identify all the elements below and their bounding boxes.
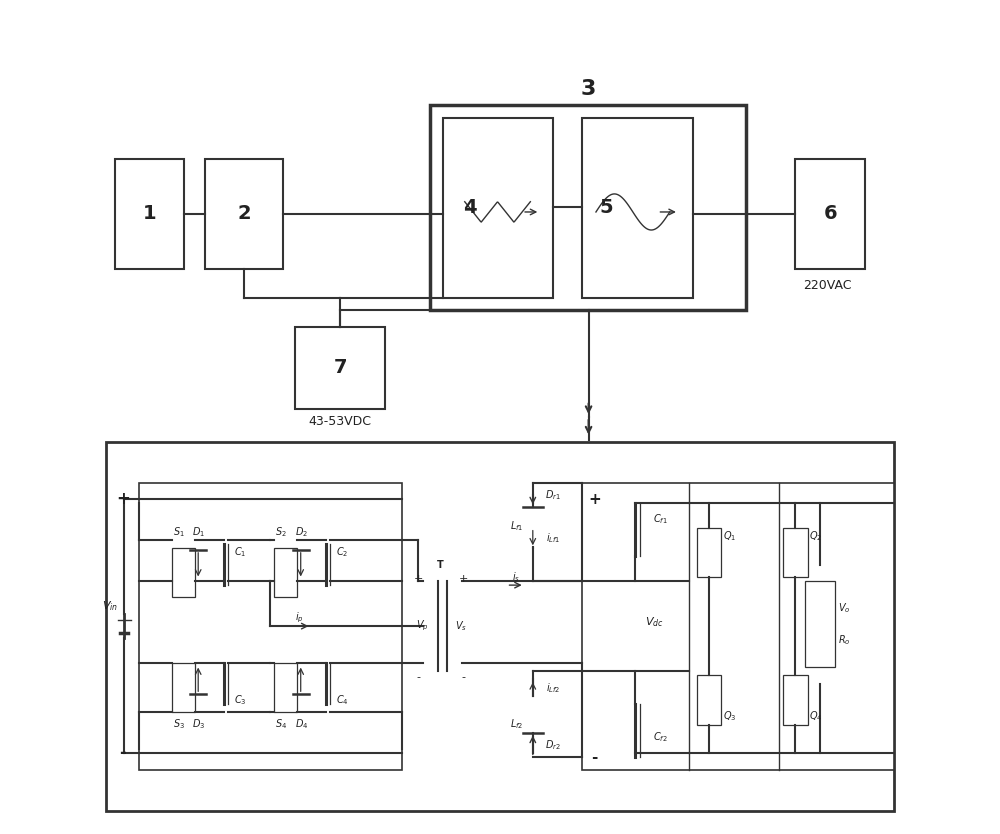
Text: $D_3$: $D_3$ [192,717,206,731]
Text: $C_3$: $C_3$ [234,693,246,707]
Text: 5: 5 [600,198,613,217]
Text: $Q_4$: $Q_4$ [809,710,823,723]
Text: 2: 2 [237,204,251,224]
Bar [783,528,808,577]
Text: $V_s$: $V_s$ [455,619,467,633]
Text: $Q_3$: $Q_3$ [723,710,736,723]
Bar [139,483,402,770]
Text: $L_{f1}$: $L_{f1}$ [510,519,523,533]
Text: $C_2$: $C_2$ [336,545,349,560]
Bar [430,105,746,310]
Text: $i_{Lf1}$: $i_{Lf1}$ [546,531,561,545]
Text: $Q_2$: $Q_2$ [809,529,822,543]
Bar [106,442,894,811]
Bar [795,158,865,269]
Bar [697,528,721,577]
Text: +: + [458,574,468,584]
Bar [697,676,721,725]
Bar [172,548,195,597]
Text: +: + [413,574,423,584]
Text: $D_{r1}$: $D_{r1}$ [545,488,561,502]
Text: $C_{f1}$: $C_{f1}$ [653,513,667,526]
Bar [205,158,283,269]
Text: $C_{f2}$: $C_{f2}$ [653,730,667,744]
Text: +: + [116,490,130,508]
Text: $C_1$: $C_1$ [234,545,246,560]
Text: $D_1$: $D_1$ [192,525,206,539]
Bar [295,327,385,409]
Text: 220VAC: 220VAC [803,279,852,292]
Text: $V_{dc}$: $V_{dc}$ [645,615,664,629]
Text: $D_2$: $D_2$ [295,525,308,539]
Text: 4: 4 [463,198,476,217]
Bar [582,118,693,298]
Text: 1: 1 [143,204,157,224]
Text: $S_1$: $S_1$ [173,525,184,539]
Bar [805,581,835,667]
Text: $i_p$: $i_p$ [295,610,303,626]
Text: $i_s$: $i_s$ [512,570,520,584]
Text: T: T [437,560,444,570]
Text: 43-53VDC: 43-53VDC [309,414,372,428]
Bar [783,676,808,725]
Text: -: - [591,750,598,765]
Text: $S_2$: $S_2$ [275,525,287,539]
Text: $D_{r2}$: $D_{r2}$ [545,738,561,752]
Text: 7: 7 [333,359,347,377]
Text: $Q_1$: $Q_1$ [723,529,736,543]
Bar [115,158,184,269]
Text: $R_o$: $R_o$ [838,634,851,647]
Text: $V_o$: $V_o$ [838,600,851,615]
Text: -: - [416,672,420,682]
Text: $V_{in}$: $V_{in}$ [102,599,118,612]
Bar [274,548,297,597]
Text: $i_{Lf2}$: $i_{Lf2}$ [546,681,561,695]
Text: $S_3$: $S_3$ [173,717,184,731]
Text: $V_p$: $V_p$ [416,619,428,633]
Text: $L_{f2}$: $L_{f2}$ [510,717,523,731]
Bar [274,663,297,712]
Text: -: - [461,672,465,682]
Text: +: + [588,491,601,506]
Text: $C_4$: $C_4$ [336,693,349,707]
Bar [582,483,894,770]
Bar [172,663,195,712]
Text: $D_4$: $D_4$ [295,717,308,731]
Bar [443,118,553,298]
Text: 6: 6 [824,204,837,224]
Text: -: - [119,744,126,762]
Text: 3: 3 [581,79,596,99]
Text: $S_4$: $S_4$ [275,717,287,731]
